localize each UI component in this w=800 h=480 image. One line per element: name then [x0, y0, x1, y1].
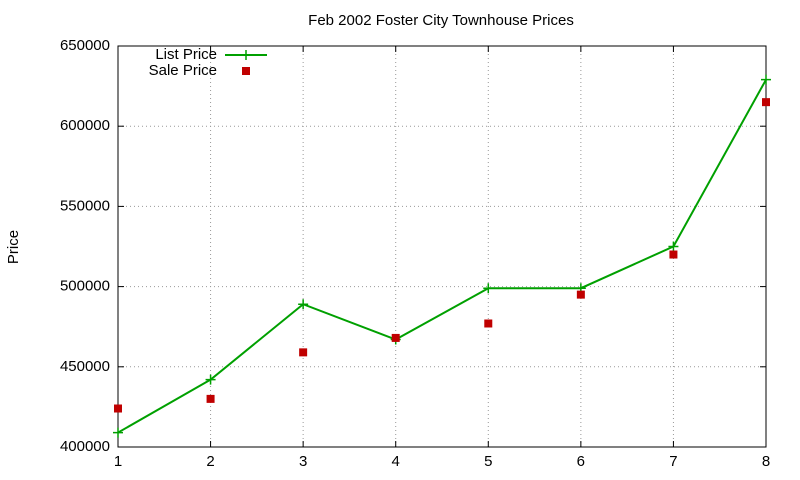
legend-label: Sale Price	[149, 62, 217, 79]
point	[298, 299, 309, 310]
y-tick-label: 600000	[60, 117, 110, 134]
point	[576, 290, 585, 299]
point	[299, 348, 308, 357]
plot-frame	[117, 45, 767, 448]
y-tick-label: 400000	[60, 438, 110, 455]
y-tick-label: 550000	[60, 197, 110, 214]
y-tick-label: 450000	[60, 358, 110, 375]
y-tick-label: 500000	[60, 278, 110, 295]
y-tick-label: 650000	[60, 37, 110, 54]
x-tick-label: 4	[392, 453, 400, 470]
chart-title: Feb 2002 Foster City Townhouse Prices	[308, 12, 574, 29]
series-line	[117, 79, 767, 434]
x-tick-label: 3	[299, 453, 307, 470]
legend-label: List Price	[155, 46, 217, 63]
x-tick-label: 8	[762, 453, 770, 470]
point	[391, 333, 400, 342]
x-tick-label: 5	[484, 453, 492, 470]
point	[206, 394, 215, 403]
point	[205, 374, 216, 385]
x-tick-label: 1	[114, 453, 122, 470]
x-tick-label: 2	[206, 453, 214, 470]
point	[668, 241, 679, 252]
legend-marker	[242, 67, 250, 75]
y-axis-label: Price	[5, 230, 22, 264]
point	[669, 250, 678, 259]
x-tick-label: 6	[577, 453, 585, 470]
point	[484, 319, 493, 328]
point	[114, 404, 122, 413]
point	[483, 283, 494, 294]
point	[761, 74, 771, 85]
point	[762, 98, 770, 107]
x-tick-label: 7	[669, 453, 677, 470]
point	[113, 427, 123, 438]
legend-marker	[241, 50, 251, 60]
